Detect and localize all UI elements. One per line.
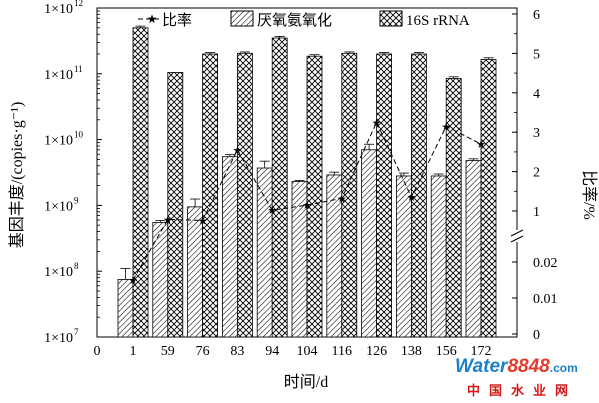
bar-16s-rrna: [480, 59, 497, 338]
point-ratio: ★: [476, 138, 486, 151]
bar-anammox: [256, 167, 273, 338]
y2-tick-label: 3: [533, 126, 540, 141]
bar-16s-rrna: [132, 27, 149, 338]
bar-anammox: [152, 222, 169, 338]
x-tick-label: 156: [436, 344, 457, 359]
legend-swatch-anammox: [230, 10, 254, 27]
y2-tick-label: 0: [533, 328, 540, 343]
y2-tick-label: 1: [533, 205, 540, 220]
bar-16s-rrna: [306, 55, 323, 338]
y-axis-label: 基因丰度/(copies·g⁻¹): [8, 102, 26, 249]
y-tick-label: 1×10: [44, 2, 73, 17]
legend-swatch-16s: [379, 10, 403, 27]
y2-axis-label: 比率/%: [580, 170, 598, 220]
bar-16s-rrna: [271, 37, 288, 338]
point-ratio: ★: [406, 191, 416, 204]
bar-anammox: [430, 175, 447, 338]
legend-star-ratio: ★: [147, 12, 158, 26]
y-tick-label: 1×10: [44, 265, 73, 280]
x-axis-label: 时间/d: [284, 373, 328, 391]
y2-tick-label: 2: [533, 166, 540, 181]
y-tick-label-exponent: 12: [74, 0, 83, 8]
x-tick-label: 126: [366, 344, 387, 359]
y-tick-label: 1×10: [44, 199, 73, 214]
point-ratio: ★: [198, 214, 208, 227]
x-tick-label: 104: [297, 344, 318, 359]
axis-break-mark: [510, 235, 524, 243]
point-ratio: ★: [441, 120, 451, 133]
bar-anammox: [465, 160, 482, 338]
point-ratio: ★: [163, 213, 173, 226]
watermark-site-name: 中国水业网: [467, 384, 578, 399]
y-tick-label-exponent: 10: [74, 130, 84, 140]
axis-break-gap: [511, 230, 523, 242]
point-ratio: ★: [302, 199, 312, 212]
bar-16s-rrna: [376, 53, 393, 338]
y-tick-label-exponent: 8: [74, 261, 79, 271]
axis-break-mark: [510, 229, 524, 237]
y-tick-label-exponent: 11: [74, 64, 83, 74]
legend: ★ 比率 厌氧氨氧化 16S rRNA: [138, 10, 470, 29]
y-tick-label: 1×10: [44, 68, 73, 83]
point-ratio: ★: [337, 192, 347, 205]
x-tick-label: 172: [471, 344, 492, 359]
y2-tick-label: 0.02: [533, 256, 558, 271]
bar-16s-rrna: [236, 52, 253, 338]
legend-label-ratio: 比率: [162, 12, 192, 29]
x-tick-label: 116: [332, 344, 352, 359]
bar-16s-rrna: [445, 78, 462, 338]
y2-tick-label: 5: [533, 47, 540, 62]
y2-tick-label: 0.01: [533, 292, 558, 307]
legend-label-16s: 16S rRNA: [406, 13, 470, 29]
point-ratio: ★: [128, 274, 138, 287]
y-tick-label-exponent: 9: [74, 195, 79, 205]
point-ratio: ★: [372, 116, 382, 129]
bar-anammox: [221, 156, 238, 338]
y2-tick-label: 6: [533, 8, 540, 23]
point-ratio: ★: [267, 204, 277, 217]
line-ratio: [132, 121, 482, 281]
x-tick-label: 76: [196, 344, 210, 359]
y2-tick-label: 4: [533, 87, 540, 102]
point-ratio: ★: [232, 144, 242, 157]
y-tick-label-exponent: 7: [74, 327, 79, 337]
y-tick-label: 1×10: [44, 331, 73, 346]
bar-anammox: [361, 149, 378, 338]
x-tick-label: 138: [401, 344, 422, 359]
x-tick-label: 83: [230, 344, 244, 359]
legend-label-anammox: 厌氧氨氧化: [257, 12, 332, 29]
bar-anammox: [117, 279, 134, 338]
watermark-logo: Water8848.com: [455, 356, 578, 377]
x-tick-label: 1: [130, 344, 137, 359]
bar-16s-rrna: [167, 72, 184, 338]
x-tick-label: 59: [161, 344, 175, 359]
watermark: Water8848.com 中国水业网: [455, 356, 595, 400]
x-tick-label: 0: [94, 344, 101, 359]
y-tick-label: 1×10: [44, 134, 73, 149]
x-tick-label: 94: [265, 344, 279, 359]
